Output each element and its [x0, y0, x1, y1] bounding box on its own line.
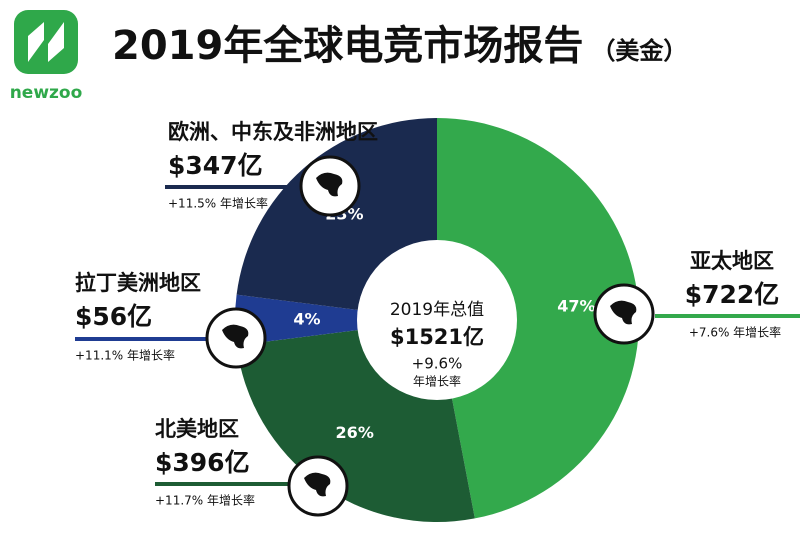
region-map — [304, 472, 331, 497]
center-title: 2019年总值 — [390, 300, 484, 320]
region-name: 拉丁美洲地区 — [75, 271, 201, 295]
region-amount: $396亿 — [155, 448, 250, 477]
region-map — [222, 324, 249, 349]
region-amount: $56亿 — [75, 302, 152, 331]
logo-text: newzoo — [10, 83, 83, 103]
region-name: 欧洲、中东及非洲地区 — [168, 120, 378, 144]
logo-mark — [28, 22, 64, 62]
region-map — [610, 300, 637, 325]
region-amount: $722亿 — [685, 280, 780, 309]
value-label: 47% — [557, 296, 595, 315]
region-amount: $347亿 — [168, 151, 263, 180]
donut-segment — [235, 294, 437, 346]
center-growth-label: 年增长率 — [413, 374, 461, 389]
center-growth: +9.6% — [412, 355, 463, 373]
region-growth: +11.1% 年增长率 — [75, 348, 175, 363]
region-growth: +11.7% 年增长率 — [155, 493, 255, 508]
chart-subtitle: （美金） — [591, 37, 687, 65]
region-map — [316, 172, 343, 197]
region-name: 亚太地区 — [690, 249, 774, 273]
region-growth: +11.5% 年增长率 — [168, 196, 268, 211]
region-growth: +7.6% 年增长率 — [689, 325, 781, 340]
donut-hole — [357, 240, 517, 400]
logo: newzoo — [10, 10, 83, 103]
value-label: 26% — [336, 423, 374, 442]
donut-segment — [437, 118, 639, 519]
chart-title: 2019年全球电竞市场报告 — [112, 23, 583, 69]
value-label: 4% — [293, 310, 320, 329]
center-amount: $1521亿 — [390, 325, 484, 349]
logo-badge — [14, 10, 78, 74]
region-name: 北美地区 — [155, 417, 239, 441]
